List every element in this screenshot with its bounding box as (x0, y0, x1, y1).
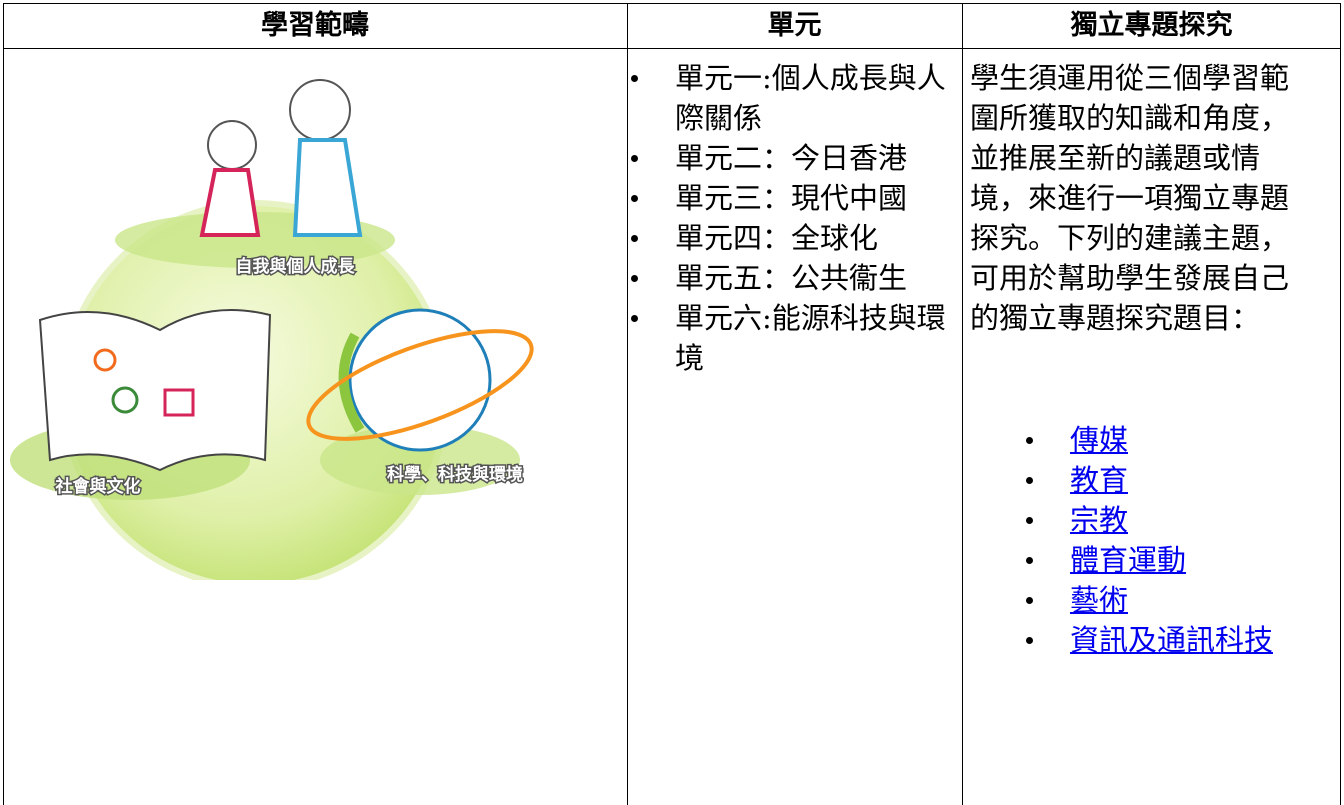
intro-line: 探究。下列的建議主題， (970, 221, 1290, 255)
intro-line: 可用於幫助學生發展自己 (970, 261, 1290, 295)
unit-item: 單元五：公共衞生 (631, 258, 955, 298)
column-divider (962, 3, 963, 805)
intro-line: 圍所獲取的知識和角度， (970, 101, 1290, 135)
topic-item: 傳媒 (1025, 420, 1273, 460)
intro-line: 並推展至新的議題或情 (970, 141, 1261, 175)
unit-item: 單元六:能源科技與環境 (631, 298, 955, 378)
topic-item: 教育 (1025, 460, 1273, 500)
header-cell: 獨立專題探究 (1070, 10, 1233, 41)
illustration-label: 科學、科技與環境 (387, 464, 523, 485)
intro-line: 境，來進行一項獨立專題 (970, 181, 1290, 215)
topic-item: 藝術 (1025, 580, 1273, 620)
topic-item: 體育運動 (1025, 540, 1273, 580)
topic-link[interactable]: 傳媒 (1070, 423, 1129, 457)
unit-item: 單元四：全球化 (631, 218, 955, 258)
unit-item: 單元三：現代中國 (631, 178, 955, 218)
column-divider (627, 3, 628, 805)
intro-line: 學生須運用從三個學習範 (970, 61, 1290, 95)
unit-item: 單元一:個人成長與人際關係 (631, 58, 955, 138)
illustration-label: 社會與文化 (55, 476, 141, 497)
topic-item: 資訊及通訊科技 (1025, 620, 1274, 660)
illustration: 自我與個人成長 社會與文化 科學、科技與環境 (10, 79, 534, 580)
unit-item: 單元二：今日香港 (631, 138, 955, 178)
illustration-label: 自我與個人成長 (236, 256, 356, 277)
header-divider (3, 48, 1341, 49)
header-cell: 學習範疇 (261, 10, 369, 41)
topic-link[interactable]: 教育 (1070, 463, 1129, 497)
topic-link[interactable]: 宗教 (1070, 503, 1129, 537)
topic-item: 宗教 (1025, 500, 1273, 540)
table-border (3, 3, 1341, 805)
topic-link[interactable]: 資訊及通訊科技 (1070, 623, 1274, 657)
topic-list: 傳媒教育宗教體育運動藝術資訊及通訊科技 (1025, 420, 1274, 660)
header-cell: 單元 (767, 10, 822, 41)
intro-line: 的獨立專題探究題目： (970, 301, 1261, 335)
unit-list: 單元一:個人成長與人際關係 單元二：今日香港 單元三：現代中國 單元四：全球化 單元五：… (631, 58, 955, 378)
inquiry-intro: 學生須運用從三個學習範 圍所獲取的知識和角度， 並推展至新的議題或情 境，來進行一項獨… (970, 58, 1338, 338)
topic-link[interactable]: 體育運動 (1070, 543, 1187, 577)
topic-link[interactable]: 藝術 (1070, 583, 1129, 617)
